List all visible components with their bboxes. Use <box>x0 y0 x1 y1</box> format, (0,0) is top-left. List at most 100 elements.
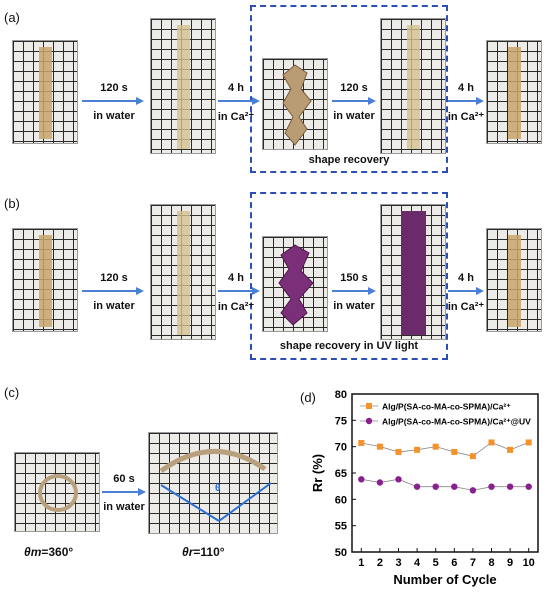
ring-sample <box>38 474 78 512</box>
arrow-a4 <box>448 97 484 105</box>
data-point-square <box>488 439 495 446</box>
step-a4-time: 4 h <box>458 82 474 94</box>
data-point-square <box>451 448 458 455</box>
arrow-b1 <box>82 287 144 295</box>
theta-m-label: θm=360° <box>24 545 73 559</box>
recovery-ratio-chart: 50 55 60 65 70 75 80 1 2 3 4 5 6 7 8 9 10 Alg/P(SA-co-M… <box>310 389 539 587</box>
arrow-a1 <box>82 97 144 105</box>
data-point-square <box>469 453 476 460</box>
hydrogel-strip <box>39 235 52 327</box>
crumpled-uv-strip <box>278 244 314 326</box>
theta-m-symbol: θm <box>24 545 42 559</box>
hydrogel-strip <box>508 235 521 327</box>
data-point-circle <box>451 483 458 490</box>
step-b1-time: 120 s <box>100 272 128 284</box>
step-b4-medium: in Ca²⁺ <box>447 301 485 313</box>
x-axis-label: Number of Cycle <box>393 572 496 587</box>
data-point-square <box>525 439 532 446</box>
x-tick-label: 1 <box>358 557 364 569</box>
theta-r-symbol: θr <box>182 545 194 559</box>
data-point-square <box>376 443 383 450</box>
arrow-b3 <box>332 287 376 295</box>
y-tick-label: 50 <box>335 547 347 559</box>
hydrogel-strip <box>508 47 521 139</box>
series-line-2 <box>361 478 529 491</box>
step-b1-medium: in water <box>93 300 135 312</box>
step-b4-time: 4 h <box>458 272 474 284</box>
x-tick-label: 5 <box>433 557 439 569</box>
panel-b-label: (b) <box>4 196 20 211</box>
theta-r-label: θr=110° <box>182 545 225 559</box>
data-point-circle <box>525 483 532 490</box>
shape-recovery-label-a: shape recovery <box>308 154 390 166</box>
data-point-circle <box>358 476 365 483</box>
hydrogel-strip <box>39 47 52 139</box>
data-point-square <box>432 443 439 450</box>
angle-mark: θ <box>215 483 221 494</box>
data-point-circle <box>488 483 495 490</box>
data-point-circle <box>413 483 421 490</box>
legend-label: Alg/P(SA-co-MA-co-SPMA)/Ca²⁺ <box>382 402 511 412</box>
photo-a1 <box>12 40 78 144</box>
step-a3-time: 120 s <box>340 82 368 94</box>
x-tick-label: 7 <box>470 557 476 569</box>
arrow-a3 <box>332 97 376 105</box>
legend-circle-marker <box>365 417 373 425</box>
x-tick-label: 2 <box>377 557 383 569</box>
panel-d-label: (d) <box>300 390 316 405</box>
step-b2-medium: in Ca²⁺ <box>217 301 255 313</box>
arc-sample <box>159 449 272 522</box>
arrow-c1 <box>102 488 146 496</box>
step-a1-time: 120 s <box>100 82 128 94</box>
photo-c1 <box>14 452 100 532</box>
y-axis-label: Rr (%) <box>310 454 325 492</box>
data-point-square <box>414 446 421 453</box>
photo-b4 <box>380 204 446 340</box>
y-tick-label: 55 <box>335 521 347 533</box>
x-tick-label: 9 <box>507 557 513 569</box>
uv-strip <box>401 211 426 335</box>
photo-a3 <box>262 58 328 150</box>
data-point-circle <box>469 487 477 494</box>
data-point-square <box>507 446 514 453</box>
y-tick-label: 70 <box>335 442 347 454</box>
photo-a4 <box>380 18 446 154</box>
photo-b2 <box>150 204 216 340</box>
x-tick-label: 6 <box>451 557 457 569</box>
shape-recovery-box-a <box>250 5 448 173</box>
arrow-a2 <box>218 97 260 105</box>
step-c1-medium: in water <box>103 501 145 513</box>
shape-recovery-label-b: shape recovery in UV light <box>279 340 419 352</box>
y-tick-label: 80 <box>335 389 347 401</box>
y-tick-label: 65 <box>335 468 347 480</box>
x-tick-label: 4 <box>414 557 421 569</box>
step-a1-medium: in water <box>93 110 135 122</box>
y-tick-label: 60 <box>335 494 347 506</box>
data-point-circle <box>506 483 514 490</box>
photo-a5 <box>486 40 542 144</box>
panel-c-label: (c) <box>4 385 20 400</box>
crumpled-strip <box>282 64 312 146</box>
data-point-circle <box>376 479 384 486</box>
step-b2-time: 4 h <box>228 272 244 284</box>
hydrogel-strip <box>177 211 190 335</box>
step-a4-medium: in Ca²⁺ <box>447 111 485 123</box>
photo-b5 <box>486 228 542 332</box>
theta-m-value: =360° <box>41 545 74 559</box>
data-point-square <box>358 439 365 446</box>
arrow-b4 <box>448 287 484 295</box>
x-tick-label: 3 <box>395 557 401 569</box>
theta-r-value: =110° <box>193 545 225 559</box>
step-a2-medium: in Ca²⁺ <box>217 111 255 123</box>
step-b3-time: 150 s <box>340 272 368 284</box>
photo-a2 <box>150 18 216 154</box>
step-a3-medium: in water <box>333 110 375 122</box>
panel-a-label: (a) <box>4 10 20 25</box>
step-c1-time: 60 s <box>113 473 135 485</box>
data-point-circle <box>395 476 402 483</box>
step-a2-time: 4 h <box>228 82 244 94</box>
hydrogel-strip <box>177 25 190 149</box>
data-point-circle <box>432 483 439 490</box>
legend-square-marker <box>366 403 372 409</box>
y-tick-label: 75 <box>335 415 347 427</box>
